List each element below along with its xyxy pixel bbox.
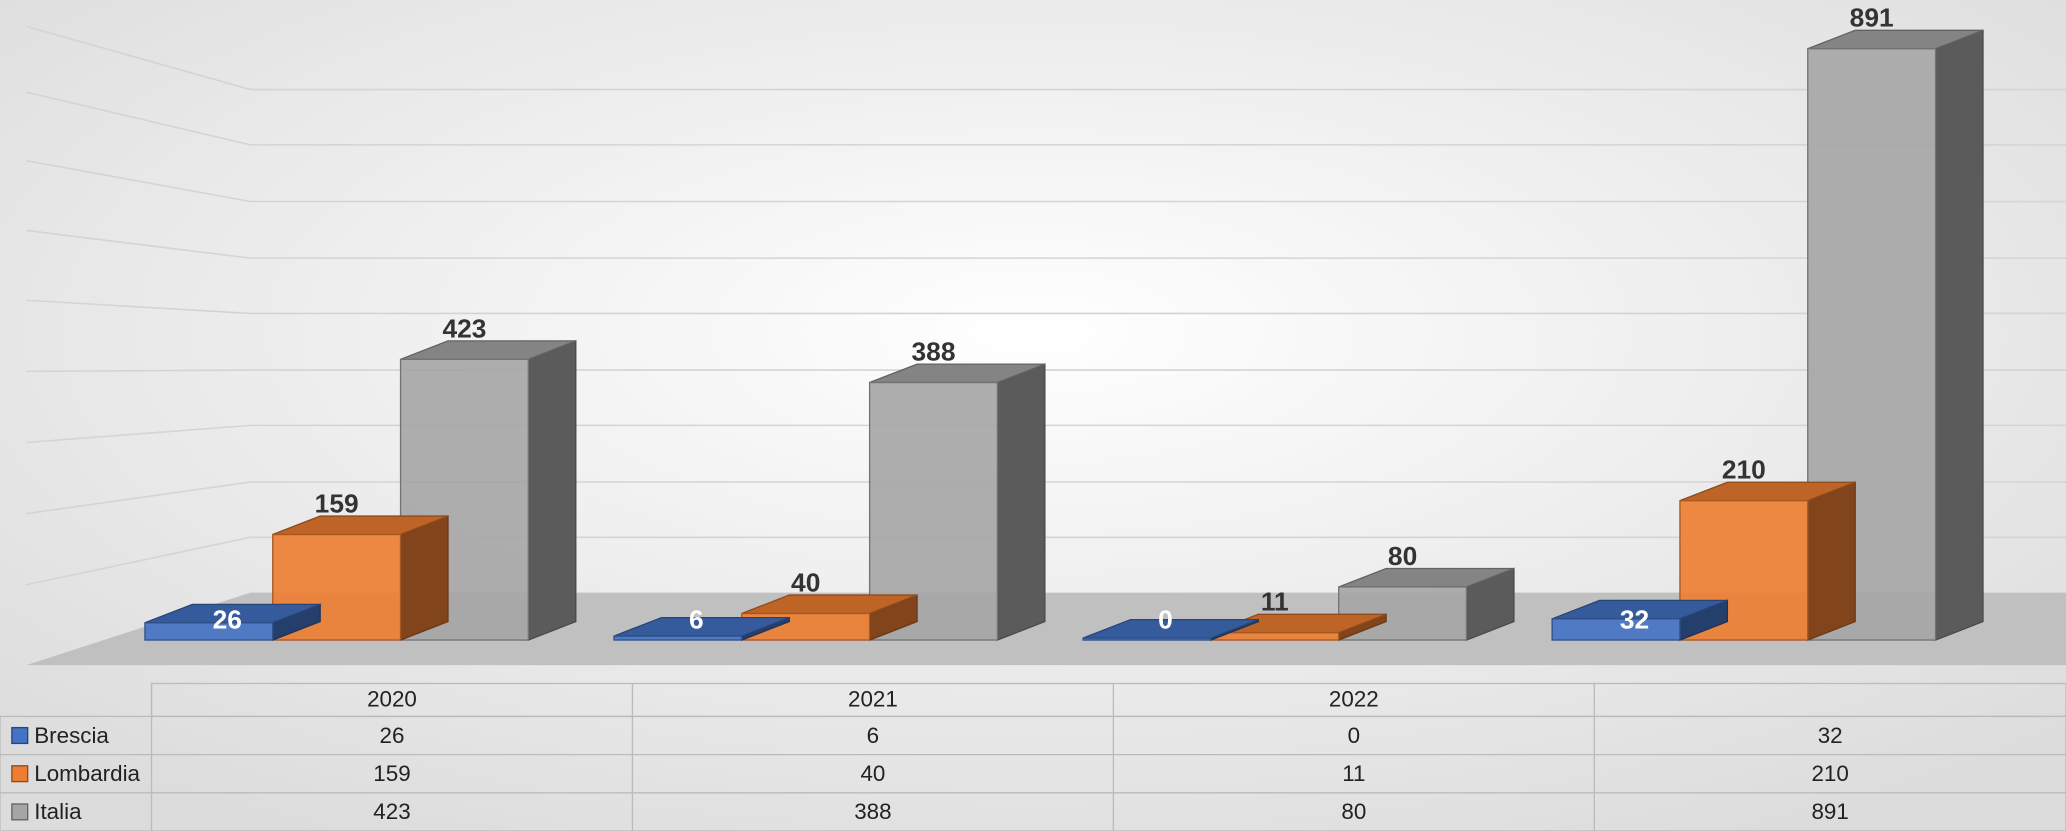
table-value: 388: [854, 799, 891, 824]
table-value: 40: [860, 761, 885, 786]
table-value: 26: [380, 723, 405, 748]
category-label: 2020: [367, 687, 417, 712]
legend-label: Lombardia: [34, 761, 140, 786]
data-label: 159: [315, 489, 359, 519]
data-label: 891: [1850, 3, 1894, 33]
data-table: 2020 26 159 423 2021 6 40 388 2022 0 11 80 32 210 891 B…: [0, 682, 2066, 831]
gridlines: [26, 25, 2066, 586]
data-label: 210: [1722, 455, 1766, 485]
table-value: 80: [1341, 799, 1366, 824]
data-label: 0: [1158, 605, 1173, 635]
table-value: 891: [1811, 799, 1848, 824]
bars: 423 388 80 891 159 40 11 210 26 6 0 32: [144, 3, 1984, 642]
table-value: 11: [1342, 761, 1365, 786]
legend-key: [11, 726, 29, 745]
data-label: 388: [912, 337, 956, 367]
bar: [1082, 637, 1212, 641]
data-label: 40: [791, 567, 820, 597]
bar: [1551, 618, 1681, 641]
bar: [1807, 48, 1937, 641]
data-label: 80: [1388, 541, 1417, 571]
table-value: 423: [373, 799, 410, 824]
table-value: 0: [1348, 723, 1360, 748]
table-value: 6: [867, 723, 879, 748]
table-value: 32: [1818, 723, 1843, 748]
data-label: 6: [689, 605, 704, 635]
bar-side: [1934, 29, 1984, 642]
bar-side: [527, 339, 577, 642]
data-label: 26: [213, 605, 242, 635]
bar-side: [996, 363, 1046, 642]
legend-key: [11, 803, 29, 821]
data-label: 423: [442, 313, 486, 343]
table-value: 210: [1811, 761, 1848, 786]
data-label: 11: [1261, 587, 1289, 617]
category-label: 2022: [1329, 687, 1379, 712]
legend-key: [11, 765, 29, 783]
legend-label: Italia: [34, 799, 82, 824]
table-value: 159: [373, 761, 410, 786]
bar: [144, 622, 274, 641]
bar: [613, 635, 743, 641]
data-label: 32: [1620, 605, 1649, 635]
bar-side: [399, 515, 449, 642]
category-label: 2021: [848, 687, 898, 712]
bar-side: [1807, 481, 1856, 642]
legend-label: Brescia: [34, 723, 109, 748]
bar: [1210, 632, 1340, 641]
